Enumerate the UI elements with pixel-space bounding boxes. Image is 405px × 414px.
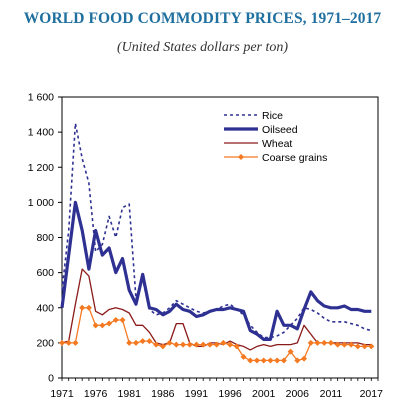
series-point-coarse-grains-1988 [173, 341, 180, 348]
x-tick-label-2017: 2017 [360, 388, 384, 400]
series-point-coarse-grains-1972 [65, 339, 72, 346]
series-point-coarse-grains-1987 [166, 339, 173, 346]
series-point-coarse-grains-2008 [307, 339, 314, 346]
x-tick-label-1981: 1981 [118, 388, 142, 400]
series-line-coarse-grains [62, 307, 372, 362]
x-tick-label-1996: 1996 [218, 388, 242, 400]
series-point-coarse-grains-2011 [327, 339, 334, 346]
series-point-coarse-grains-2017 [368, 343, 375, 350]
x-tick-label-1971: 1971 [50, 388, 74, 400]
y-tick-label-400: 400 [36, 302, 54, 314]
series-point-coarse-grains-1984 [146, 338, 153, 345]
series-point-coarse-grains-1974 [79, 304, 86, 311]
series-line-oilseed [60, 200, 372, 341]
series-point-coarse-grains-1993 [206, 341, 213, 348]
series-point-coarse-grains-2009 [314, 339, 321, 346]
series-point-coarse-grains-2004 [280, 357, 287, 364]
series-point-coarse-grains-1976 [92, 322, 99, 329]
series-point-coarse-grains-1997 [233, 343, 240, 350]
x-tick-label-1991: 1991 [185, 388, 209, 400]
series-point-coarse-grains-1979 [112, 317, 119, 324]
y-tick-label-0: 0 [48, 373, 54, 385]
series-point-coarse-grains-2015 [354, 343, 361, 350]
series-point-coarse-grains-1981 [126, 339, 133, 346]
plot-frame [61, 96, 379, 379]
series-point-coarse-grains-2000 [253, 357, 260, 364]
legend-marker-coarse-grains [238, 154, 244, 160]
y-tick-label-1600: 1 600 [28, 92, 54, 104]
series-point-coarse-grains-2016 [361, 343, 368, 350]
series-point-coarse-grains-2005 [287, 348, 294, 355]
series-point-coarse-grains-1983 [139, 338, 146, 345]
series-point-coarse-grains-2003 [274, 357, 281, 364]
y-tick-label-1400: 1 400 [28, 127, 54, 139]
x-tick-label-1986: 1986 [151, 388, 175, 400]
series-point-coarse-grains-1971 [59, 339, 65, 346]
y-tick-label-600: 600 [36, 267, 54, 279]
series-point-coarse-grains-1985 [153, 341, 160, 348]
series-point-coarse-grains-1999 [247, 357, 254, 364]
series-point-coarse-grains-1995 [220, 339, 227, 346]
legend-label-coarse-grains: Coarse grains [262, 152, 327, 164]
series-point-coarse-grains-1975 [85, 304, 92, 311]
series-point-coarse-grains-1978 [106, 320, 113, 327]
series-point-coarse-grains-2014 [348, 341, 355, 348]
series-point-coarse-grains-1992 [200, 341, 207, 348]
x-tick-label-2011: 2011 [320, 388, 343, 400]
series-point-coarse-grains-2006 [294, 357, 301, 364]
series-point-coarse-grains-1998 [240, 353, 247, 360]
y-tick-label-1000: 1 000 [28, 197, 54, 209]
series-point-coarse-grains-1973 [72, 339, 79, 346]
series-point-coarse-grains-2010 [321, 339, 328, 346]
series-point-coarse-grains-1982 [132, 339, 139, 346]
series-point-coarse-grains-2007 [301, 355, 308, 362]
series-point-coarse-grains-1991 [193, 341, 200, 348]
y-tick-label-200: 200 [36, 337, 54, 349]
series-point-coarse-grains-2002 [267, 357, 274, 364]
series-point-coarse-grains-1980 [119, 317, 126, 324]
chart-title: WORLD FOOD COMMODITY PRICES, 1971–2017 [23, 10, 382, 27]
series-point-coarse-grains-1986 [159, 343, 166, 350]
x-tick-label-2001: 2001 [252, 388, 276, 400]
legend-label-oilseed: Oilseed [262, 124, 298, 136]
x-tick-label-1976: 1976 [84, 388, 108, 400]
legend-label-rice: Rice [262, 110, 283, 122]
series-point-coarse-grains-2013 [341, 341, 348, 348]
series-point-coarse-grains-2001 [260, 357, 267, 364]
series-point-coarse-grains-1996 [227, 341, 234, 348]
series-point-coarse-grains-1989 [180, 341, 187, 348]
x-tick-label-2006: 2006 [286, 388, 310, 400]
series-point-coarse-grains-1990 [186, 341, 193, 348]
series-point-coarse-grains-1977 [99, 322, 106, 329]
legend-label-wheat: Wheat [262, 138, 292, 150]
chart-subtitle: (United States dollars per ton) [116, 40, 289, 55]
series-point-coarse-grains-2012 [334, 341, 341, 348]
y-tick-label-1200: 1 200 [28, 162, 54, 174]
series-point-coarse-grains-1994 [213, 341, 220, 348]
y-tick-label-800: 800 [36, 232, 54, 244]
